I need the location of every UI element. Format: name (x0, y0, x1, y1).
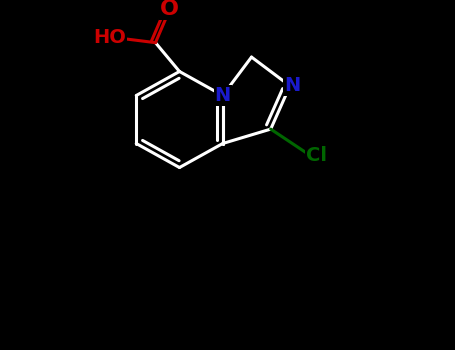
Text: N: N (215, 86, 231, 105)
Text: O: O (160, 0, 179, 19)
Text: N: N (284, 76, 300, 96)
Text: HO: HO (93, 28, 126, 47)
Text: Cl: Cl (306, 146, 327, 165)
